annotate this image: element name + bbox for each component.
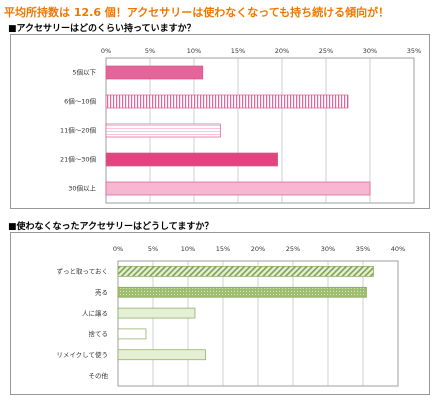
headline: 平均所持数は 12.6 個！アクセサリーは使わなくなっても持ち続ける傾向が！: [4, 6, 390, 19]
chart1-frame: 0% 5% 10% 15% 20% 25% 30% 35% 5個以下 6個～10個 11個～20個 2…: [10, 34, 430, 209]
bar: [117, 349, 206, 361]
chart2-svg: 0% 5% 10% 15% 20% 25% 30% 35% 40% ずっと取っておく売る人に譲る捨…: [56, 245, 405, 387]
bar: [117, 286, 367, 298]
category-label: 21個～30個: [60, 155, 97, 164]
x-tick-label: 30%: [321, 245, 335, 253]
category-label: 5個以下: [72, 68, 96, 77]
bar: [105, 123, 221, 138]
category-label: リメイクして使う: [56, 350, 108, 359]
x-tick-label: 15%: [216, 245, 230, 253]
x-tick-label: 20%: [251, 245, 265, 253]
x-tick-label: 5%: [148, 245, 158, 253]
bar: [105, 65, 204, 80]
chart2-title: ■使わなくなったアクセサリーはどうしてますか？: [8, 222, 214, 232]
category-label: 11個～20個: [60, 126, 97, 135]
x-tick-label: 15%: [231, 47, 245, 55]
category-label: 30個以上: [68, 184, 96, 193]
chart2-frame: 0% 5% 10% 15% 20% 25% 30% 35% 40% ずっと取っておく売る人に譲る捨…: [10, 232, 430, 395]
x-tick-label: 0%: [101, 47, 111, 55]
category-label: 売る: [95, 287, 108, 296]
x-tick-label: 35%: [356, 245, 370, 253]
category-label: 人に譲る: [82, 308, 108, 317]
category-label: その他: [89, 371, 109, 380]
bar: [105, 94, 349, 109]
x-tick-label: 5%: [145, 47, 155, 55]
chart1-title: ■アクセサリーはどのくらい持っていますか？: [8, 24, 196, 34]
bar: [117, 307, 196, 319]
x-tick-label: 10%: [187, 47, 201, 55]
category-label: ずっと取っておく: [57, 267, 108, 276]
category-label: 6個～10個: [64, 97, 96, 106]
x-tick-label: 35%: [407, 47, 421, 55]
x-tick-label: 30%: [363, 47, 377, 55]
bar: [117, 328, 147, 340]
x-tick-label: 0%: [113, 245, 123, 253]
x-tick-label: 20%: [275, 47, 289, 55]
bar: [105, 181, 371, 196]
chart1-svg: 0% 5% 10% 15% 20% 25% 30% 35% 5個以下 6個～10個 11個～20個 2…: [60, 47, 421, 204]
bar: [105, 152, 278, 167]
x-tick-label: 25%: [286, 245, 300, 253]
x-tick-label: 10%: [181, 245, 195, 253]
bar: [117, 266, 374, 277]
x-tick-label: 25%: [319, 47, 333, 55]
category-label: 捨てる: [89, 329, 109, 338]
x-tick-label: 40%: [391, 245, 405, 253]
